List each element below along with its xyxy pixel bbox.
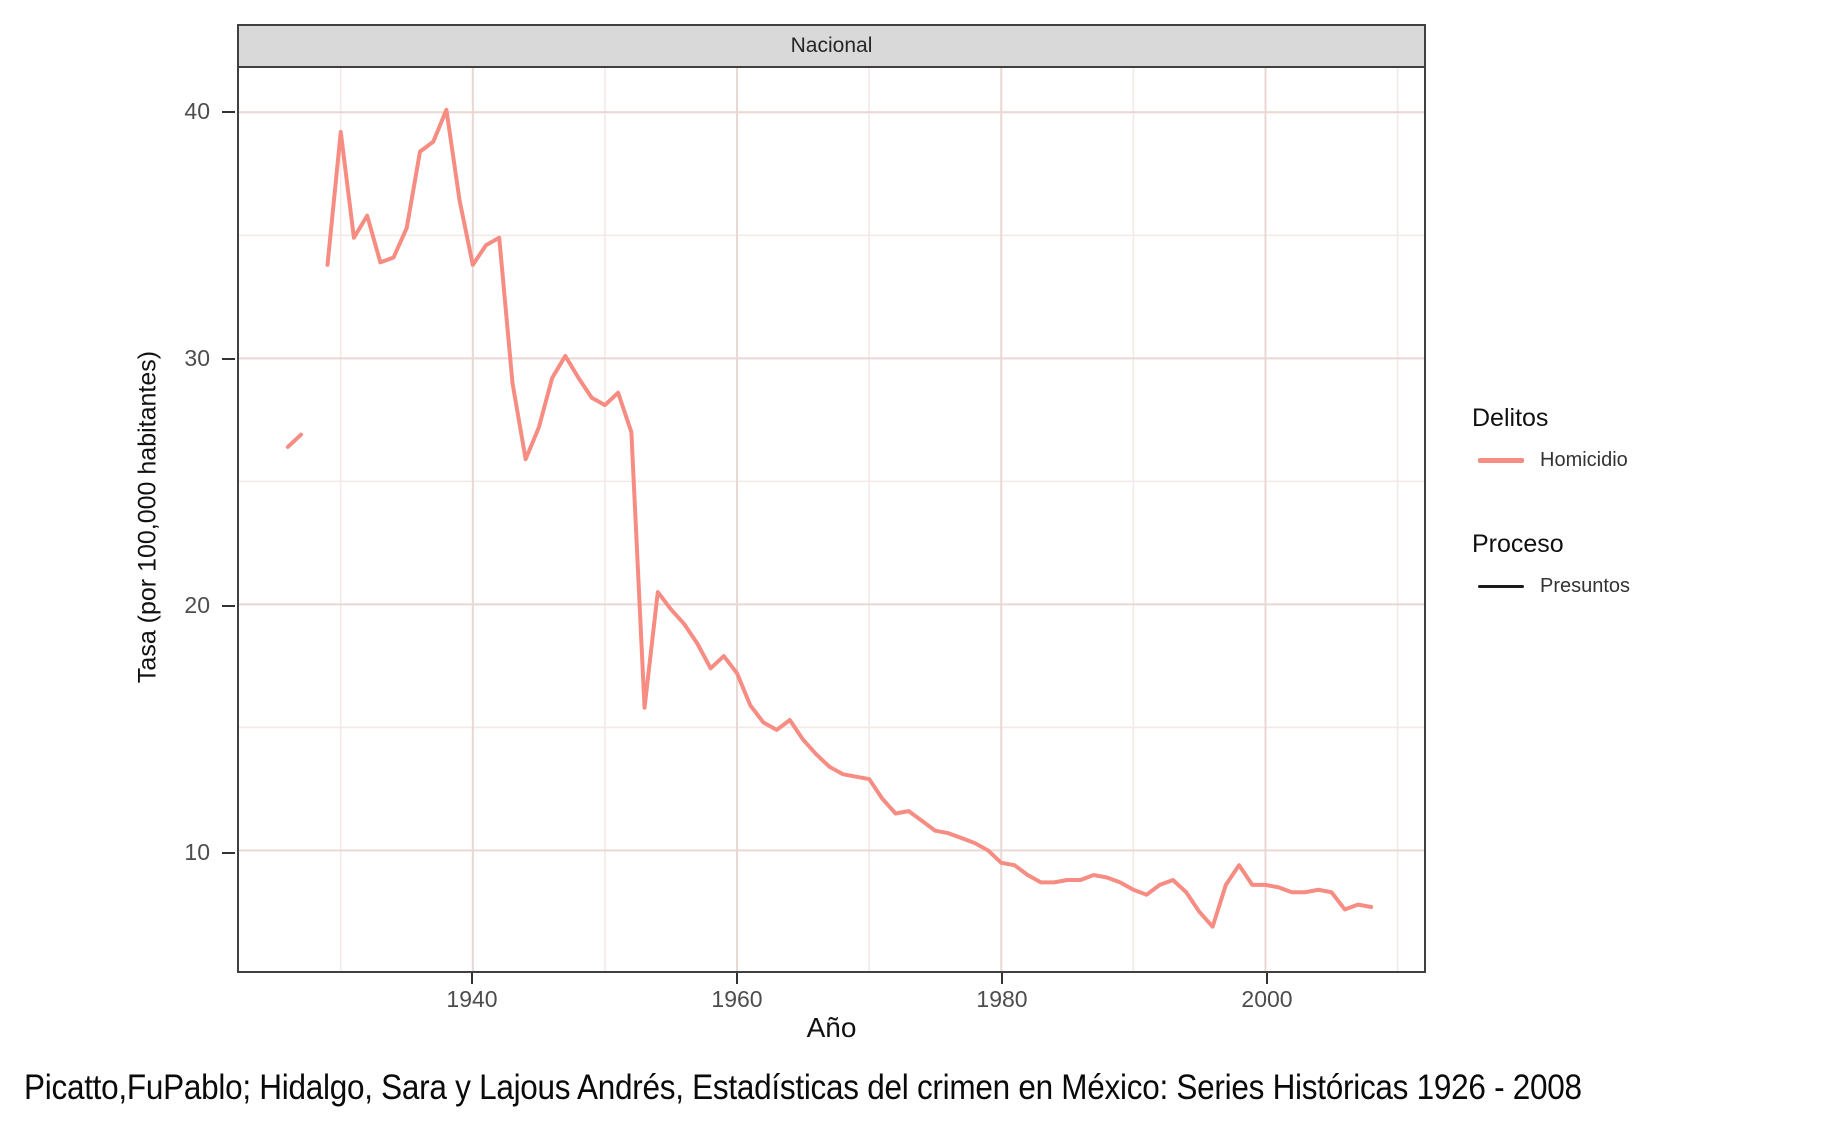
x-tick-mark [1266,973,1268,984]
x-tick-mark [471,973,473,984]
x-tick-label-1980: 1980 [976,986,1028,1012]
y-axis-title: Tasa (por 100,000 habitantes) [133,350,162,684]
y-tick-label-40: 40 [184,98,210,124]
y-tick-mark [222,852,235,854]
y-tick-mark [222,605,235,607]
legend-item-homicidio: Homicidio [1478,449,1630,472]
plot-panel [237,66,1426,973]
legend-title-proceso: Proceso [1472,530,1564,558]
legend-label-homicidio: Homicidio [1540,449,1628,471]
facet-strip-label: Nacional [790,34,873,57]
y-tick-label-30: 30 [184,345,210,371]
x-tick-mark [1001,973,1003,984]
legend: Delitos Homicidio Proceso Presuntos [1472,404,1630,598]
y-tick-label-10: 10 [184,839,210,865]
y-tick-mark [222,358,235,360]
x-tick-label-2000: 2000 [1241,986,1293,1012]
homicide-rate-line-chart [239,68,1424,971]
legend-title-delitos: Delitos [1472,404,1549,432]
facet-strip: Nacional [237,24,1426,68]
x-tick-label-1960: 1960 [711,986,763,1012]
x-tick-mark [736,973,738,984]
source-caption: Picatto,FuPablo; Hidalgo, Sara y Lajous … [24,1068,1582,1107]
legend-key-line-icon [1478,585,1524,588]
legend-label-presuntos: Presuntos [1540,575,1631,597]
legend-item-presuntos: Presuntos [1478,575,1630,598]
y-tick-label-20: 20 [184,592,210,618]
x-axis-title: Año [806,1012,857,1043]
x-tick-label-1940: 1940 [446,986,498,1012]
y-tick-mark [222,111,235,113]
legend-key-line-icon [1478,458,1524,463]
